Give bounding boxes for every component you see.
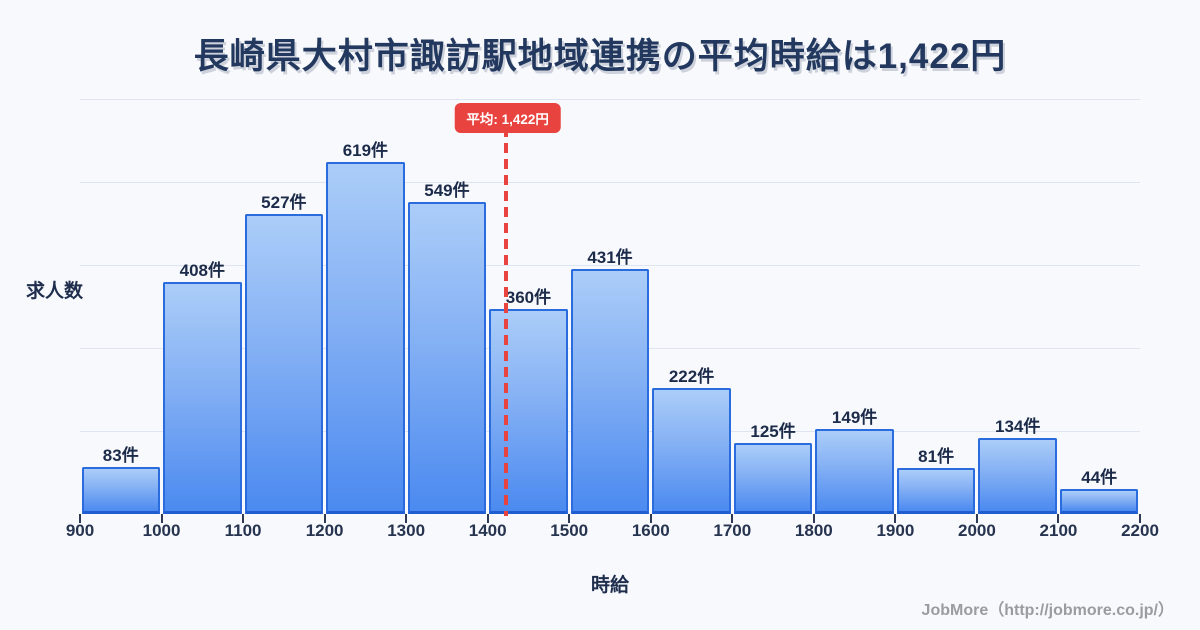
gridline	[80, 99, 1140, 100]
bar-value-label: 44件	[1081, 468, 1118, 487]
bar-value-label: 81件	[918, 447, 955, 466]
x-tick-mark	[812, 514, 815, 523]
histogram-bar	[407, 202, 487, 514]
histogram-bar	[652, 388, 731, 514]
histogram-bar	[733, 443, 813, 514]
x-tick-label: 1800	[794, 521, 833, 540]
x-tick-mark	[975, 514, 978, 523]
histogram-bar	[1059, 489, 1139, 514]
x-tick-label: 1100	[224, 521, 262, 540]
x-tick-label: 2200	[1121, 521, 1159, 540]
bar-value-label: 549件	[424, 181, 470, 200]
histogram-bar	[815, 429, 894, 514]
x-tick-label: 1900	[876, 521, 915, 540]
y-axis-label: 求人数	[26, 281, 84, 302]
x-tick-label: 2100	[1039, 521, 1078, 540]
x-tick-label: 1600	[631, 521, 670, 540]
histogram-bar	[896, 468, 976, 514]
gridline	[80, 182, 1140, 183]
bar-value-label: 149件	[831, 408, 878, 427]
x-tick-mark	[323, 514, 326, 523]
bar-value-label: 222件	[668, 367, 715, 386]
bar-value-label: 431件	[587, 248, 633, 267]
bar-value-label: 527件	[261, 193, 307, 212]
x-tick-label: 1700	[713, 521, 752, 540]
x-tick-label: 2000	[958, 521, 996, 540]
bar-value-label: 83件	[102, 446, 139, 465]
x-tick-label: 1300	[387, 521, 426, 540]
average-line	[503, 127, 508, 516]
x-tick-mark	[242, 514, 245, 523]
x-tick-label: 900	[65, 521, 95, 540]
bar-value-label: 408件	[179, 261, 225, 280]
x-tick-label: 1400	[468, 521, 507, 540]
chart-title: 長崎県大村市諏訪駅地域連携の平均時給は1,422円	[193, 37, 1007, 76]
bar-value-label: 360件	[505, 288, 552, 307]
histogram-bar	[244, 214, 324, 514]
bar-value-label: 125件	[750, 422, 796, 441]
x-tick-mark	[894, 514, 897, 523]
footer-credit: JobMore（http://jobmore.co.jp/）	[921, 602, 1174, 619]
bar-value-label: 134件	[995, 417, 1041, 436]
average-badge: 平均: 1,422円	[454, 103, 561, 133]
x-tick-mark	[486, 514, 489, 523]
bar-value-label: 619件	[342, 141, 389, 160]
histogram-bar	[978, 438, 1057, 514]
histogram-bar	[81, 467, 161, 514]
x-tick-label: 1500	[550, 521, 589, 540]
x-tick-mark	[731, 514, 734, 523]
x-tick-mark	[649, 514, 652, 523]
gridline	[80, 265, 1140, 266]
histogram-bar	[326, 162, 405, 514]
histogram-bar	[489, 309, 568, 514]
x-tick-mark	[79, 514, 81, 523]
x-tick-label: 1200	[305, 521, 344, 540]
x-tick-mark	[405, 514, 408, 523]
histogram-bar	[163, 282, 242, 514]
x-tick-mark	[1139, 514, 1141, 523]
x-tick-mark	[1057, 514, 1060, 523]
x-tick-label: 1000	[142, 521, 181, 540]
x-axis-label: 時給	[590, 575, 629, 596]
x-tick-mark	[568, 514, 571, 523]
x-tick-mark	[160, 514, 163, 523]
histogram-bar	[570, 269, 650, 514]
